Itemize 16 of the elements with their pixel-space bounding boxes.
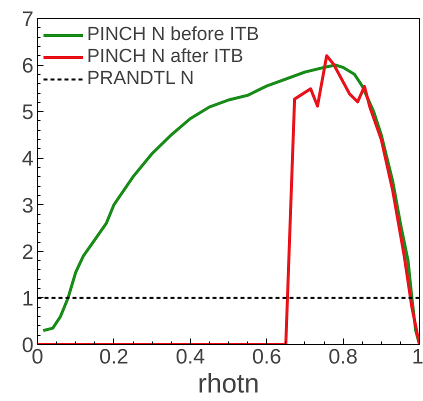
y-tick-label: 3 xyxy=(22,194,34,218)
y-tick-label: 5 xyxy=(22,101,34,124)
y-tick-label: 2 xyxy=(22,240,34,264)
legend-label: PINCH N before ITB xyxy=(87,24,260,46)
y-tick-label: 6 xyxy=(22,54,34,78)
y-tick-label: 7 xyxy=(22,8,34,31)
y-tick-label: 1 xyxy=(22,287,34,310)
x-tick-label: 0.8 xyxy=(328,346,358,368)
x-axis-title: rhotn xyxy=(198,368,260,398)
x-tick-label: 1 xyxy=(412,346,423,368)
y-tick-label: 4 xyxy=(22,148,34,171)
x-tick-label: 0.2 xyxy=(99,346,129,368)
legend-label: PRANDTL N xyxy=(87,68,194,90)
x-tick-label: 0.4 xyxy=(176,346,206,368)
legend-label: PINCH N after ITB xyxy=(87,46,244,68)
x-tick-label: 0.6 xyxy=(252,346,282,368)
